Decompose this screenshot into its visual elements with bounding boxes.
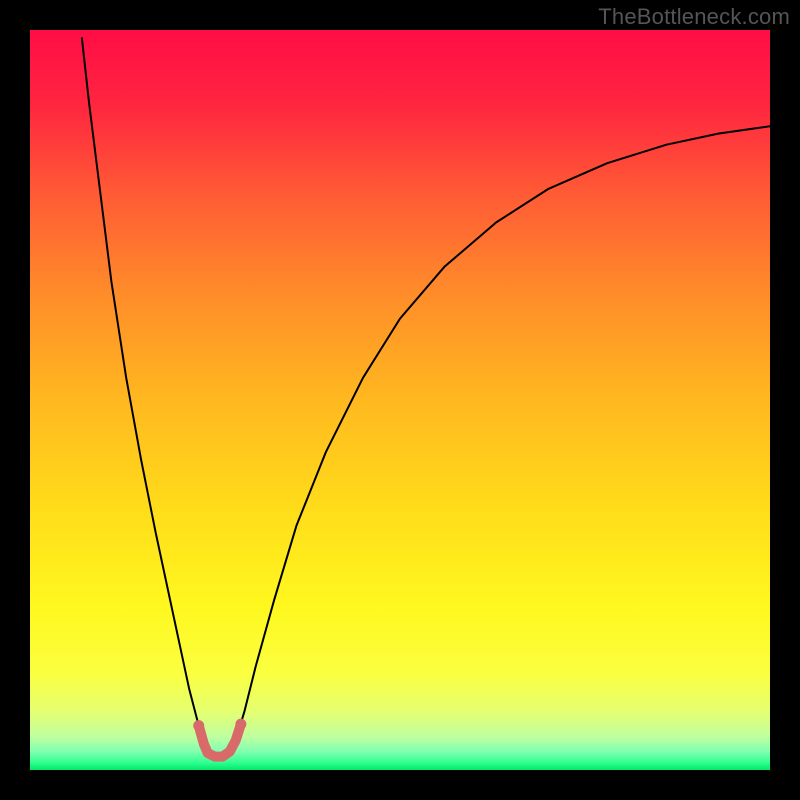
range-endpoint-marker <box>235 719 246 730</box>
range-endpoint-marker <box>193 720 204 731</box>
chart-container: TheBottleneck.com <box>0 0 800 800</box>
chart-svg <box>30 30 770 770</box>
watermark-text: TheBottleneck.com <box>598 4 790 30</box>
plot-area <box>30 30 770 770</box>
gradient-background <box>30 30 770 770</box>
